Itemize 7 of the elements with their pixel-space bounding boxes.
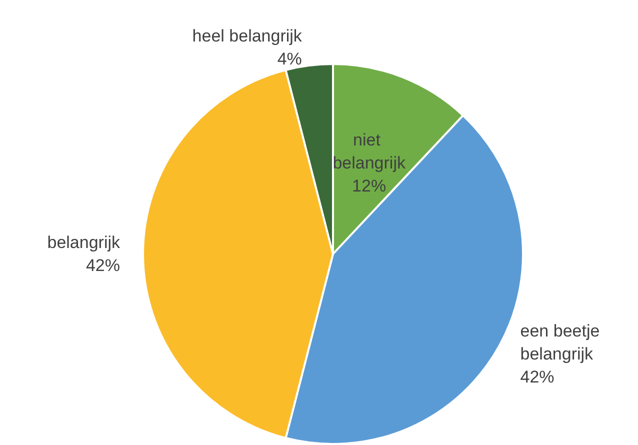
slice-label: heel belangrijk — [192, 26, 302, 46]
slice-label: een beetje belangrijk — [520, 322, 604, 364]
data-label: 42% — [86, 256, 120, 275]
slice-label: belangrijk — [47, 233, 120, 252]
data-label: 4% — [277, 50, 302, 69]
data-label: 42% — [520, 368, 554, 387]
data-label: 12% — [352, 176, 386, 196]
